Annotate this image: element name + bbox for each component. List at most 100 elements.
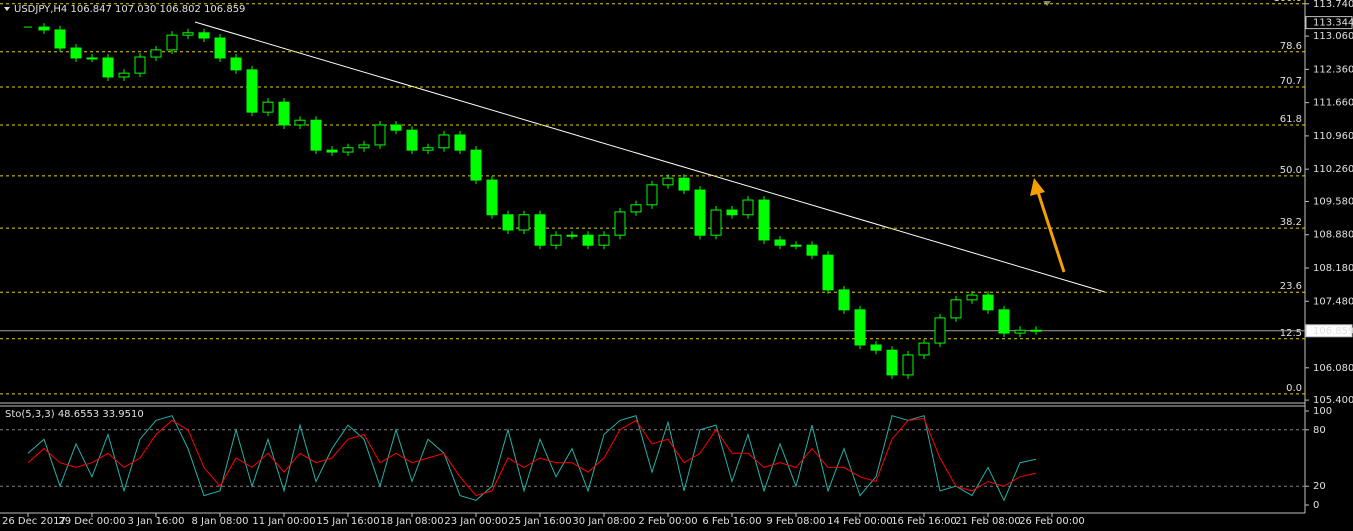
y-tick-label: 113.060 xyxy=(1313,31,1353,42)
candle xyxy=(614,211,626,236)
candle xyxy=(854,309,866,346)
x-tick-label: 3 Jan 16:00 xyxy=(128,516,185,527)
x-tick-label: 9 Feb 08:00 xyxy=(766,516,825,527)
candle xyxy=(246,69,258,113)
candle xyxy=(582,234,594,246)
candle xyxy=(774,239,786,246)
fib-level-label: 12.5 xyxy=(1280,328,1302,339)
candle xyxy=(134,56,146,74)
candle xyxy=(422,147,434,151)
candle xyxy=(326,149,338,153)
candle xyxy=(662,177,674,186)
high-marker-box xyxy=(1305,16,1353,30)
candle xyxy=(166,34,178,51)
fib-level-label: 100.0 xyxy=(1273,0,1302,4)
candle xyxy=(342,147,354,153)
candle xyxy=(102,57,114,78)
candle xyxy=(358,144,370,149)
menu-triangle xyxy=(4,7,10,11)
x-tick-label: 2 Feb 00:00 xyxy=(638,516,697,527)
indicator-line xyxy=(27,417,1037,497)
y-tick-label: 111.660 xyxy=(1313,98,1353,109)
last-price: 106.859 xyxy=(1313,326,1353,337)
candle xyxy=(710,209,722,236)
candle xyxy=(918,342,930,356)
candle xyxy=(998,309,1010,334)
candle xyxy=(534,214,546,246)
candle xyxy=(950,299,962,319)
x-tick-label: 23 Jan 00:00 xyxy=(444,516,507,527)
y-tick-label: 108.180 xyxy=(1313,263,1353,274)
y-tick-label: 0 xyxy=(1313,500,1319,511)
candle xyxy=(390,124,402,131)
candle xyxy=(406,129,418,151)
candle xyxy=(966,294,978,301)
y-tick-label: 112.360 xyxy=(1313,64,1353,75)
fib-level-label: 0.0 xyxy=(1286,383,1302,394)
high-marker: 113.344 xyxy=(1313,18,1353,29)
candle xyxy=(870,344,882,351)
candle xyxy=(806,244,818,256)
y-tick-label: 109.580 xyxy=(1313,196,1353,207)
candle xyxy=(678,177,690,191)
candle xyxy=(694,189,706,236)
x-tick-label: 26 Dec 2017 xyxy=(2,516,66,527)
y-tick-label: 106.080 xyxy=(1313,363,1353,374)
candle xyxy=(310,119,322,151)
candle xyxy=(374,124,386,146)
indicator-line xyxy=(27,415,1037,502)
candle xyxy=(118,72,130,78)
fib-level-label: 61.8 xyxy=(1280,114,1302,125)
candle xyxy=(54,29,66,49)
x-tick-label: 21 Feb 08:00 xyxy=(955,516,1021,527)
last-price-box xyxy=(1305,324,1353,338)
candle xyxy=(982,294,994,311)
indicator-title: Sto(5,3,3) 48.6553 33.9510 xyxy=(5,409,144,420)
candle xyxy=(278,101,290,126)
candle xyxy=(1030,329,1042,332)
candle xyxy=(630,204,642,213)
candle xyxy=(70,47,82,59)
candle xyxy=(214,37,226,59)
fib-level-label: 38.2 xyxy=(1280,217,1302,228)
candle xyxy=(1014,329,1026,334)
candle xyxy=(150,49,162,58)
y-tick-label: 108.880 xyxy=(1313,230,1353,241)
candle xyxy=(502,214,514,231)
candle xyxy=(822,254,834,291)
candle xyxy=(470,149,482,181)
candle xyxy=(758,199,770,241)
fib-level-label: 70.7 xyxy=(1280,76,1302,87)
y-tick-label: 107.480 xyxy=(1313,296,1353,307)
x-tick-label: 29 Dec 00:00 xyxy=(58,516,125,527)
candle xyxy=(790,244,802,247)
candle xyxy=(902,354,914,376)
candle xyxy=(934,317,946,344)
candle xyxy=(230,57,242,71)
x-tick-label: 14 Feb 00:00 xyxy=(827,516,893,527)
candle xyxy=(294,119,306,126)
y-tick-label: 100 xyxy=(1313,406,1332,417)
y-tick-label: 113.740 xyxy=(1313,0,1353,10)
y-tick-label: 110.260 xyxy=(1313,164,1353,175)
candle xyxy=(726,209,738,216)
candle xyxy=(182,32,194,36)
chart-title: USDJPY,H4 106.847 107.030 106.802 106.85… xyxy=(14,4,245,15)
candle xyxy=(598,234,610,246)
x-tick-label: 18 Jan 08:00 xyxy=(380,516,443,527)
candle xyxy=(198,32,210,39)
candle xyxy=(262,101,274,113)
x-tick-label: 11 Jan 00:00 xyxy=(252,516,315,527)
y-tick-label: 80 xyxy=(1313,425,1326,436)
candle xyxy=(742,199,754,216)
candle xyxy=(454,134,466,151)
y-tick-label: 110.960 xyxy=(1313,131,1353,142)
candle xyxy=(518,214,530,231)
fib-level-label: 50.0 xyxy=(1280,165,1302,176)
x-tick-label: 6 Feb 16:00 xyxy=(702,516,761,527)
x-tick-label: 8 Jan 08:00 xyxy=(192,516,249,527)
x-tick-label: 25 Jan 16:00 xyxy=(508,516,571,527)
